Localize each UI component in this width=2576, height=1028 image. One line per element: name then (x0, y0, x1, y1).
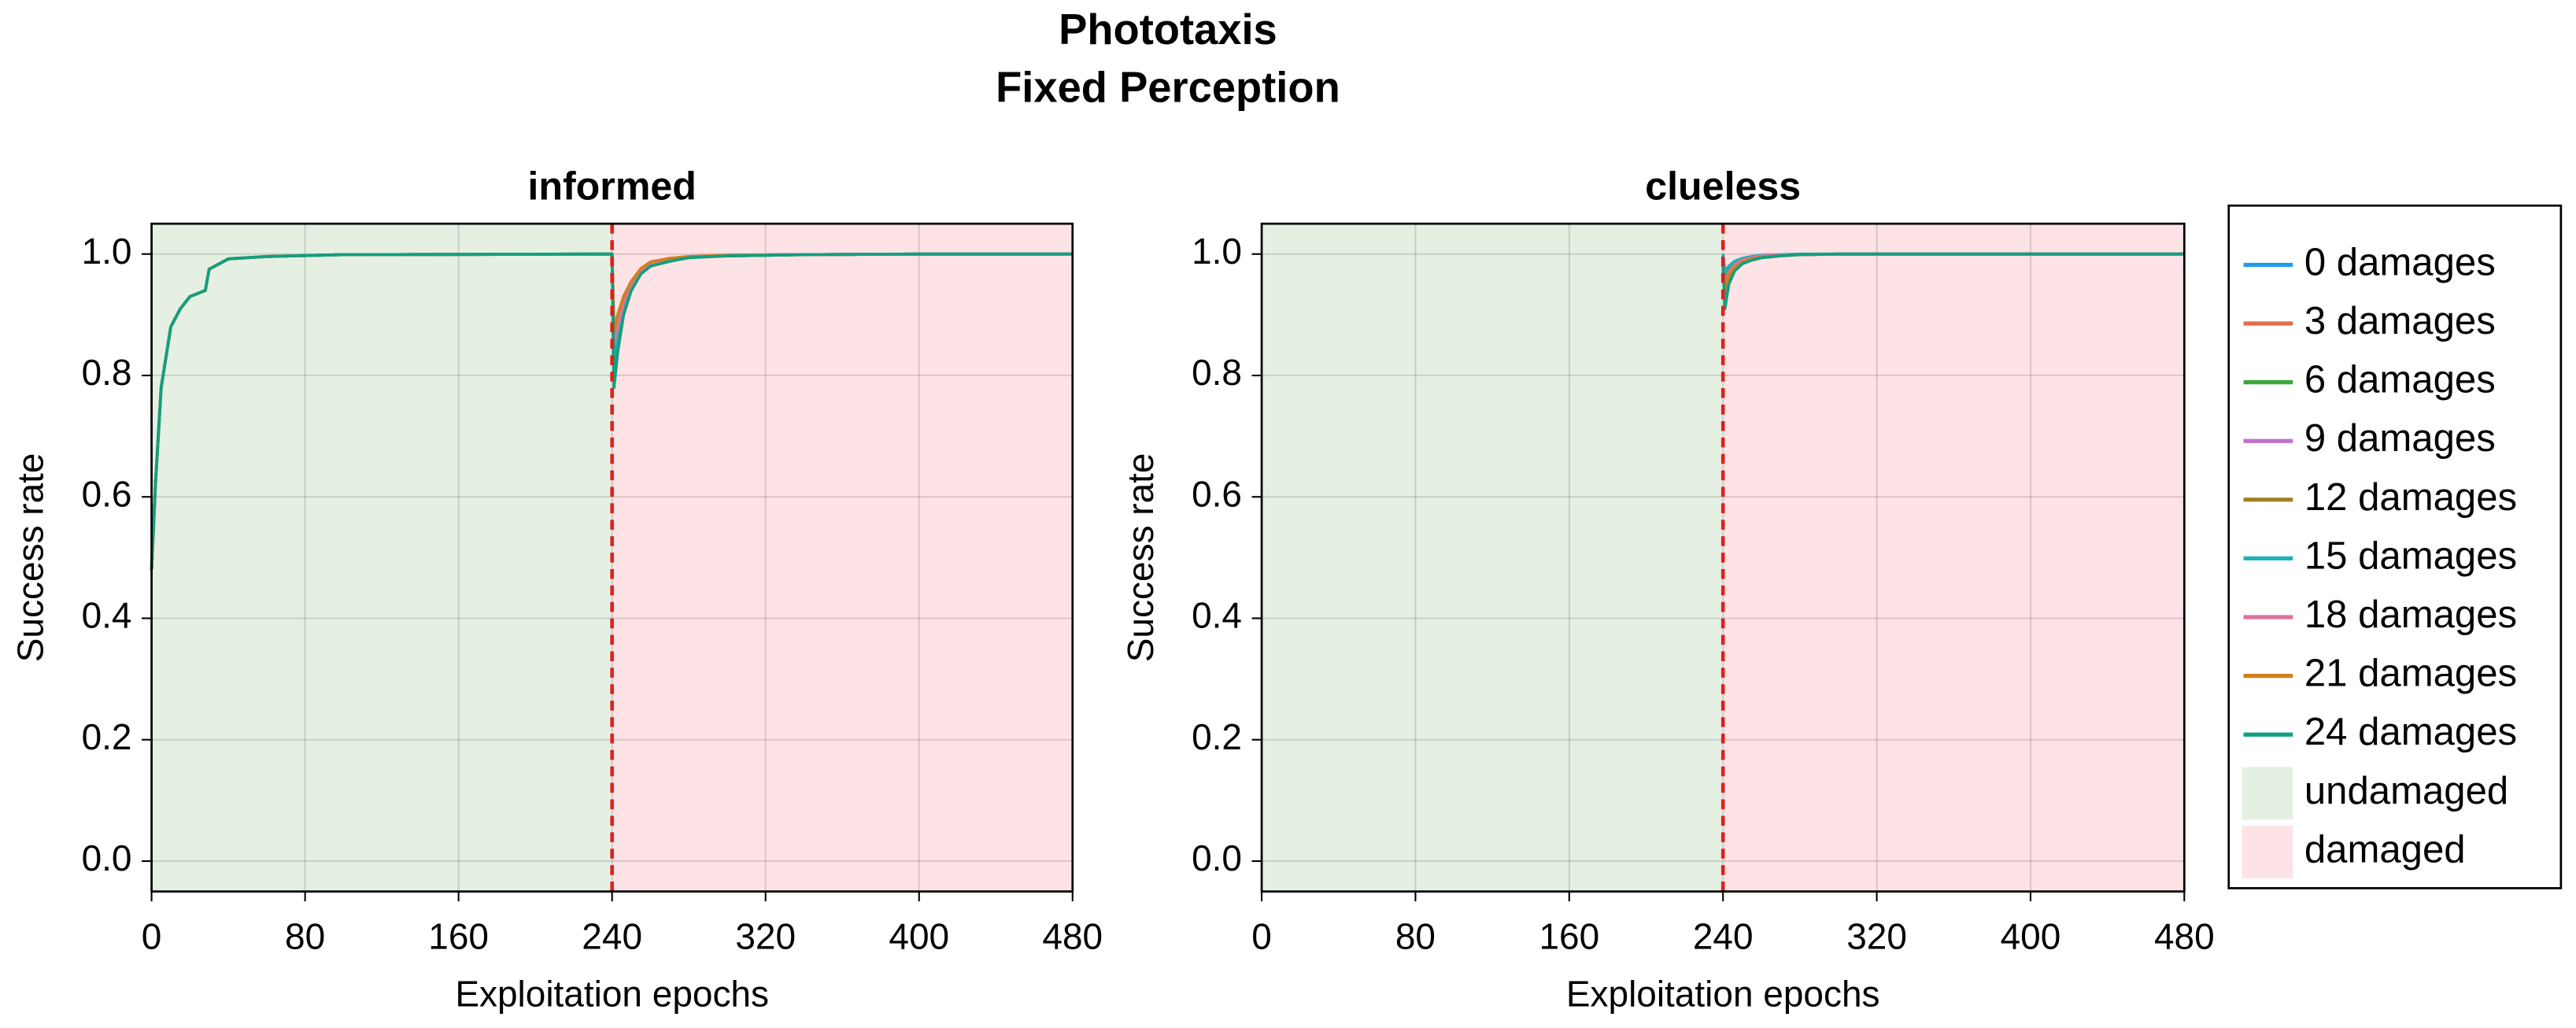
plot-frame (1260, 222, 2186, 893)
x-tick-label: 240 (1693, 915, 1754, 956)
x-tick-label: 160 (428, 915, 489, 956)
x-tick-label: 240 (582, 915, 642, 956)
y-axis-label: Success rate (1120, 453, 1161, 663)
y-tick-label: 1.0 (82, 231, 132, 272)
subplot-title: clueless (1645, 165, 1801, 209)
region (612, 224, 1073, 892)
legend-label: 24 damages (2304, 711, 2517, 753)
y-tick-label: 0.2 (82, 716, 132, 757)
legend-swatch (2242, 767, 2293, 820)
y-tick-label: 0.2 (1192, 716, 1242, 757)
y-tick-label: 1.0 (1192, 231, 1242, 272)
legend-label: damaged (2304, 828, 2466, 871)
plot-frame (150, 222, 1074, 893)
subplot-title: informed (527, 165, 697, 209)
y-tick-label: 0.6 (82, 473, 132, 514)
y-tick-label: 0.8 (82, 352, 132, 393)
y-tick-label: 0.0 (1192, 838, 1242, 878)
y-axis-label: Success rate (9, 453, 50, 663)
y-tick-label: 0.8 (1192, 352, 1242, 393)
legend-label: 0 damages (2304, 241, 2496, 283)
x-tick-label: 320 (1846, 915, 1907, 956)
x-tick-label: 80 (285, 915, 325, 956)
x-tick-label: 320 (735, 915, 796, 956)
series-line: 24 damages (1721, 252, 2185, 311)
x-tick-label: 80 (1395, 915, 1436, 956)
legend-label: 15 damages (2304, 534, 2517, 577)
legend-label: undamaged (2304, 770, 2508, 812)
x-axis-label: Exploitation epochs (455, 973, 769, 1014)
x-tick-label: 0 (142, 915, 162, 956)
x-tick-label: 400 (2001, 915, 2061, 956)
x-axis-label: Exploitation epochs (1566, 973, 1880, 1014)
series-line: 24 damages (150, 252, 1073, 570)
figure-title: Phototaxis (1059, 6, 1277, 54)
y-tick-label: 0.6 (1192, 473, 1242, 514)
legend-label: 9 damages (2304, 417, 2496, 460)
region (1262, 224, 1724, 892)
x-tick-label: 400 (889, 915, 949, 956)
x-tick-label: 160 (1539, 915, 1599, 956)
legend-label: 21 damages (2304, 653, 2517, 695)
y-tick-label: 0.4 (1192, 595, 1242, 636)
legend-label: 18 damages (2304, 594, 2517, 636)
region (1723, 224, 2185, 892)
legend-label: 12 damages (2304, 476, 2517, 519)
x-tick-label: 480 (1042, 915, 1103, 956)
x-tick-label: 0 (1251, 915, 1272, 956)
x-tick-label: 480 (2154, 915, 2215, 956)
y-tick-label: 0.0 (82, 838, 132, 878)
figure-subtitle: Fixed Perception (996, 63, 1340, 111)
y-tick-label: 0.4 (82, 595, 132, 636)
legend-label: 6 damages (2304, 359, 2496, 401)
region (151, 224, 612, 892)
legend-swatch (2242, 825, 2293, 878)
legend-label: 3 damages (2304, 300, 2496, 342)
